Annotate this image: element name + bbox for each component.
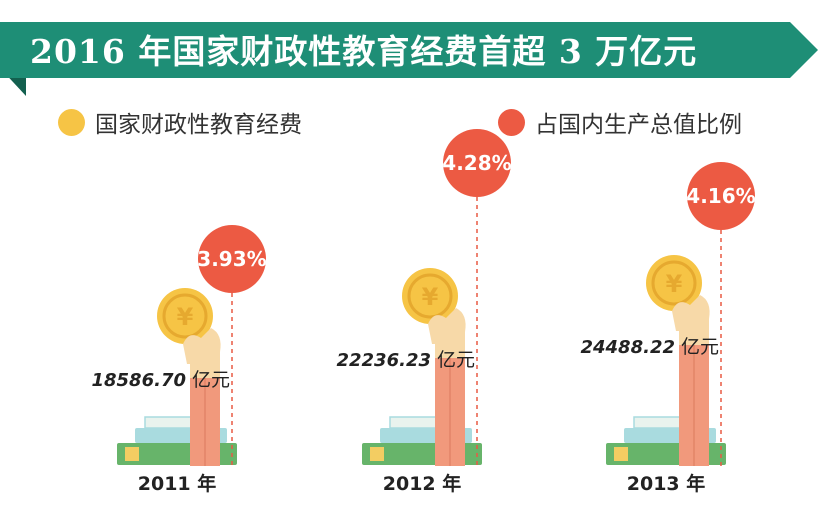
ratio-value-label: 3.93%: [197, 247, 266, 271]
expenditure-value-label: 18586.70: [91, 370, 186, 391]
legend-item-expenditure: 国家财政性教育经费: [58, 104, 302, 140]
expenditure-value-label: 24488.22: [580, 337, 675, 358]
expenditure-unit-label: 亿元: [192, 369, 230, 391]
ratio-circle: [443, 129, 511, 197]
expenditure-unit-label: 亿元: [681, 336, 719, 358]
expenditure-value-label: 22236.23: [336, 350, 431, 371]
hand-icon: [672, 295, 710, 331]
arm-cuff: [679, 331, 709, 345]
hand-icon: [183, 328, 221, 364]
coin-ring: [162, 293, 208, 339]
coin-ring: [407, 273, 453, 319]
legend-label-ratio: 占国内生产总值比例: [535, 112, 742, 138]
arm-cuff: [190, 364, 220, 378]
year-label: 2012 年: [383, 472, 462, 495]
ratio-value-label: 4.16%: [686, 184, 755, 208]
ratio-circle: [687, 162, 755, 230]
yen-symbol: ¥: [422, 283, 439, 311]
year-label: 2011 年: [138, 472, 217, 495]
book-bottom-band: [125, 447, 139, 461]
legend-item-ratio: 占国内生产总值比例: [498, 104, 742, 140]
ratio-circle: [198, 225, 266, 293]
title-banner: [0, 22, 818, 96]
legend-dot-yellow-icon: [58, 108, 85, 136]
coin-ring: [651, 260, 697, 306]
banner-ribbon: [0, 22, 818, 78]
book-bottom-band: [614, 447, 628, 461]
arm-cuff: [435, 344, 465, 358]
yen-symbol: ¥: [666, 270, 683, 298]
legend-label-expenditure: 国家财政性教育经费: [95, 112, 302, 138]
yen-symbol: ¥: [177, 303, 194, 331]
book-bottom-band: [370, 447, 384, 461]
legend-dot-red-icon: [498, 108, 525, 136]
expenditure-unit-label: 亿元: [437, 349, 475, 371]
ratio-value-label: 4.28%: [442, 151, 511, 175]
chart-title: 2016 年国家财政性教育经费首超 3 万亿元: [30, 32, 698, 71]
year-label: 2013 年: [627, 472, 706, 495]
hand-icon: [428, 308, 466, 344]
